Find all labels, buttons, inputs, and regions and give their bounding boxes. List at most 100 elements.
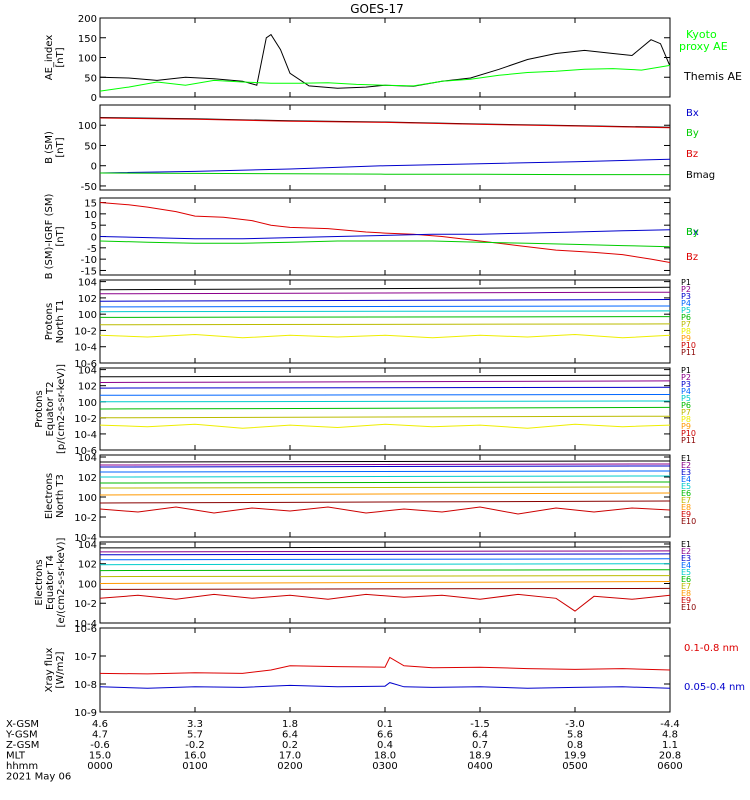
legend-entry: P5 <box>681 394 691 403</box>
y-tick-label: 100 <box>78 54 97 65</box>
ephemeris-label: X-GSM <box>6 719 39 730</box>
y-tick-label: -50 <box>81 182 97 193</box>
series-line <box>100 415 670 419</box>
y-axis-label-line: [e/(cm2-s-sr-keV)] <box>56 537 67 627</box>
y-axis-label-line: AE_index <box>44 35 55 81</box>
ephemeris-value: -4.4 <box>660 719 680 730</box>
legend-entry: E7 <box>681 582 691 591</box>
y-axis-label-line: B (SM)-IGRF (SM) <box>44 194 55 280</box>
series-group <box>100 286 670 339</box>
y-tick-label: 50 <box>84 73 97 84</box>
y-tick-label: 100 <box>78 310 97 321</box>
y-tick-label: 10 <box>84 210 97 221</box>
ephemeris-value: 6.4 <box>472 730 488 741</box>
legend-entry: Themis AE <box>683 70 742 83</box>
y-axis-label-line: Protons <box>34 390 45 427</box>
series-line <box>100 500 670 504</box>
ephemeris-value: 0.2 <box>282 740 298 751</box>
ephemeris-value: -0.6 <box>90 740 110 751</box>
legend-entry: P9 <box>681 422 691 431</box>
y-tick-label: 100 <box>78 398 97 409</box>
y-axis-label-line: [nT] <box>55 47 66 67</box>
ephemeris-value: -0.2 <box>185 740 205 751</box>
y-tick-label: 100 <box>78 121 97 132</box>
legend-entry: E10 <box>681 603 696 612</box>
legend-entry: E8 <box>681 589 691 598</box>
series-line <box>100 481 670 484</box>
y-axis-label-line: Protons <box>44 303 55 340</box>
y-axis-label: ProtonsNorth T1 <box>44 300 66 344</box>
x-tick-label: 0500 <box>562 761 587 772</box>
series-line <box>100 492 670 496</box>
series-line <box>100 470 670 473</box>
x-tick-label: 0600 <box>657 761 682 772</box>
series-line <box>100 286 670 291</box>
ephemeris-value: 16.0 <box>184 751 206 762</box>
panel-frame <box>99 197 671 276</box>
y-tick-label: 0 <box>91 162 97 173</box>
legend-entry: Bz <box>686 252 698 263</box>
x-tick-label: 0100 <box>182 761 207 772</box>
legend-entry: By <box>686 128 699 139</box>
legend-entry: Bx <box>686 227 699 238</box>
series-line <box>100 333 670 339</box>
series-line <box>100 423 670 429</box>
y-tick-label: 10-2 <box>74 599 97 610</box>
series-line <box>100 569 670 572</box>
series-line <box>100 172 670 176</box>
y-tick-label: 150 <box>78 34 97 45</box>
legend-entry: P11 <box>681 436 696 445</box>
legend-entry: E9 <box>681 596 691 605</box>
y-axis-label-line: Equator T4 <box>45 555 56 610</box>
y-axis-label-line: [p/(cm2-s-sr-keV)] <box>56 364 67 454</box>
legend-entry: P1 <box>681 278 691 287</box>
y-tick-label: 10-2 <box>74 326 97 337</box>
legend-entry: E4 <box>681 475 691 484</box>
series-line <box>100 400 670 403</box>
series-group <box>100 656 670 689</box>
y-axis-label: ElectronsEquator T4[e/(cm2-s-sr-keV)] <box>34 537 67 627</box>
y-tick-label: 15 <box>84 199 97 210</box>
panel-protons-equator: 10-6 10-4 10-2 100 102 104 ProtonsEquator T2[p… <box>34 364 696 457</box>
legend-entry: E3 <box>681 468 691 477</box>
legend-entry: E8 <box>681 503 691 512</box>
ephemeris-value: -1.5 <box>470 719 490 730</box>
legend-entry: P11 <box>681 348 696 357</box>
panel-xray-flux: 10-9 10-8 10-7 10-6 Xray flux[W/m2] 0.1-0.8 n… <box>44 624 745 719</box>
y-axis-label-line: Xray flux <box>44 648 55 693</box>
y-tick-label: 10-8 <box>74 680 97 691</box>
series-group <box>100 33 670 92</box>
legend-entry: E10 <box>681 517 696 526</box>
y-tick-label: 102 <box>78 382 97 393</box>
ephemeris-label: MLT <box>6 751 26 762</box>
series-line <box>100 587 670 590</box>
y-tick-label: 104 <box>78 366 97 377</box>
legend-entry: E5 <box>681 482 691 491</box>
ephemeris-value: 4.6 <box>92 719 108 730</box>
ephemeris-value: 20.8 <box>659 751 681 762</box>
y-tick-label: 10-7 <box>74 652 97 663</box>
y-axis-label: B (SM)[nT] <box>44 131 66 164</box>
legend-entry: 0.05-0.4 nm <box>684 682 745 693</box>
series-line <box>100 558 670 561</box>
y-axis-label: ElectronsNorth T3 <box>44 473 66 519</box>
ephemeris-value: -3.0 <box>565 719 585 730</box>
y-tick-label: 50 <box>84 141 97 152</box>
y-axis-label: ProtonsEquator T2[p/(cm2-s-sr-keV)] <box>34 364 67 454</box>
series-line <box>100 202 670 263</box>
ephemeris-value: 15.0 <box>89 751 111 762</box>
series-line <box>100 475 670 478</box>
y-tick-label: 104 <box>78 278 97 289</box>
ephemeris-value: 18.9 <box>469 751 491 762</box>
legend-entry: E9 <box>681 510 691 519</box>
panel-electrons-north: 10-4 10-2 100 102 104 ElectronsNorth T3 E1E2E3… <box>44 453 696 544</box>
series-line <box>100 229 670 240</box>
series-line <box>100 486 670 489</box>
legend-entry: P3 <box>681 292 691 301</box>
legend-entry: By <box>686 227 699 238</box>
legend-entry: Bz <box>686 149 698 160</box>
ephemeris-value: 4.8 <box>662 730 678 741</box>
series-line <box>100 575 670 578</box>
ephemeris-value: 5.7 <box>187 730 203 741</box>
legend-entry: E5 <box>681 568 691 577</box>
